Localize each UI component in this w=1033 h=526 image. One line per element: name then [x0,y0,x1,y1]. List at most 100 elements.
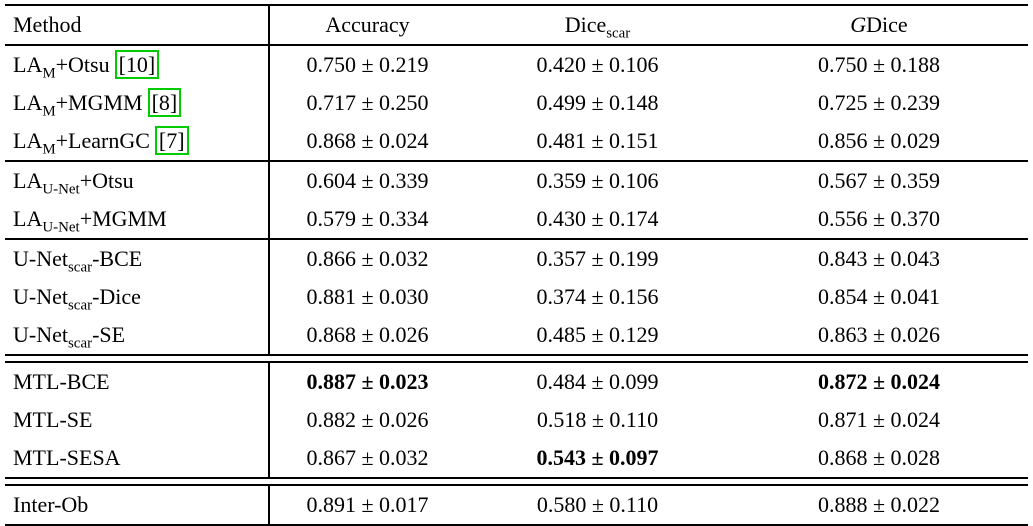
col-header: Accuracy [269,5,465,46]
text-segment: Inter-Ob [13,492,89,517]
value-cell: 0.881 ± 0.030 [306,284,429,309]
value-cell: 0.882 ± 0.026 [306,407,429,432]
table-row: LAM+Otsu [10] 0.750 ± 0.219 0.420 ± 0.106 0.… [5,45,1028,84]
subscript-text: M [42,141,56,158]
value-cell: 0.863 ± 0.026 [817,322,941,347]
subscript-text: scar [606,25,631,42]
method-cell: U-Netscar-SE [5,316,270,355]
value-cell: 0.725 ± 0.239 [817,90,941,115]
subscript-text: U-Net [42,219,80,236]
value-cell: 0.887 ± 0.023 [306,369,429,394]
text-segment: +LearnGC [55,128,150,153]
text-segment: MTL-SESA [13,445,121,470]
value-cell: 0.891 ± 0.017 [306,492,429,517]
method-cell: MTL-BCE [5,362,270,401]
table-row: U-Netscar-SE 0.868 ± 0.026 0.485 ± 0.129 0.… [5,316,1028,355]
double-rule [5,354,1028,363]
method-cell: LAM+MGMM [8] [5,84,270,122]
text-segment: -SE [92,322,126,347]
value-cell: 0.604 ± 0.339 [269,160,465,200]
text-segment: +MGMM [79,206,167,231]
text-segment: U-Net [13,284,68,309]
text-segment: LA [13,52,43,77]
text-segment: -BCE [92,246,143,271]
method-cell: U-Netscar-BCE [5,238,270,278]
subscript-text: scar [67,259,93,276]
citation-link[interactable]: [8] [147,88,182,117]
value-cell: 0.717 ± 0.250 [306,90,429,115]
subscript-text: M [42,65,56,82]
subscript-text: scar [67,297,93,314]
value-cell: 0.866 ± 0.032 [269,238,465,278]
table-row: LAU-Net+Otsu 0.604 ± 0.339 0.359 ± 0.106 0.… [5,160,1028,200]
value-cell: 0.580 ± 0.110 [536,492,659,517]
table-row: U-Netscar-Dice 0.881 ± 0.030 0.374 ± 0.156… [5,278,1028,316]
method-cell: U-Netscar-Dice [5,278,270,316]
italic-text: G [850,12,867,37]
text-segment: LA [13,206,43,231]
text-segment: +MGMM [55,90,143,115]
double-rule-gap [5,477,1028,486]
double-rule [5,477,1028,486]
value-cell: 0.357 ± 0.199 [465,238,730,278]
method-cell: LAU-Net+MGMM [5,200,270,239]
table-row: U-Netscar-BCE 0.866 ± 0.032 0.357 ± 0.199 0… [5,238,1028,278]
value-cell: 0.518 ± 0.110 [536,407,659,432]
col-header-method: Method [5,5,270,46]
value-cell: 0.750 ± 0.219 [306,52,429,77]
table-row: LAM+LearnGC [7] 0.868 ± 0.024 0.481 ± 0.151… [5,122,1028,161]
table-row: MTL-SESA 0.867 ± 0.032 0.543 ± 0.097 0.868 … [5,439,1028,478]
citation-link[interactable]: [7] [154,126,189,155]
value-cell: 0.579 ± 0.334 [306,206,429,231]
value-cell: 0.868 ± 0.028 [817,445,941,470]
results-table: Method Accuracy Dicescar GDice LAM+Otsu [10]… [5,4,1028,526]
value-cell: 0.854 ± 0.041 [817,284,941,309]
subscript-text: U-Net [42,181,80,198]
double-rule-gap [5,354,1028,363]
method-cell: MTL-SE [5,401,270,439]
value-cell: 0.485 ± 0.129 [536,322,659,347]
value-cell: 0.484 ± 0.099 [536,369,659,394]
text-segment: Method [13,12,82,37]
col-header: Dicescar [465,5,730,46]
value-cell: 0.420 ± 0.106 [536,52,659,77]
value-cell: 0.556 ± 0.370 [817,206,941,231]
text-segment: Accuracy [325,12,410,37]
value-cell: 0.856 ± 0.029 [817,128,941,153]
value-cell: 0.750 ± 0.188 [817,52,941,77]
value-cell: 0.374 ± 0.156 [536,284,659,309]
value-cell: 0.867 ± 0.032 [306,445,429,470]
value-cell: 0.872 ± 0.024 [817,369,941,394]
header-row: Method Accuracy Dicescar GDice [5,5,1028,46]
method-cell: LAU-Net+Otsu [5,160,270,200]
citation-link[interactable]: [10] [114,50,160,79]
table-row: Inter-Ob 0.891 ± 0.017 0.580 ± 0.110 0.888 … [5,485,1028,525]
table-row: MTL-BCE 0.887 ± 0.023 0.484 ± 0.099 0.872 ±… [5,362,1028,401]
value-cell: 0.430 ± 0.174 [536,206,659,231]
subscript-text: scar [67,335,93,352]
value-cell: 0.868 ± 0.024 [306,128,429,153]
value-cell: 0.888 ± 0.022 [817,492,941,517]
text-segment: Dice [866,12,908,37]
col-header: GDice [730,5,1028,46]
value-cell: 0.843 ± 0.043 [730,238,1028,278]
value-cell: 0.871 ± 0.024 [817,407,941,432]
text-segment: MTL-SE [13,407,93,432]
method-cell: Inter-Ob [5,485,270,525]
text-segment: +Otsu [55,52,110,77]
value-cell: 0.359 ± 0.106 [465,160,730,200]
value-cell: 0.868 ± 0.026 [306,322,429,347]
method-cell: LAM+LearnGC [7] [5,122,270,161]
table-row: LAM+MGMM [8] 0.717 ± 0.250 0.499 ± 0.148 0.7… [5,84,1028,122]
table-row: LAU-Net+MGMM 0.579 ± 0.334 0.430 ± 0.174 0.… [5,200,1028,239]
value-cell: 0.543 ± 0.097 [536,445,659,470]
value-cell: 0.567 ± 0.359 [730,160,1028,200]
subscript-text: M [42,103,56,120]
text-segment: MTL-BCE [13,369,110,394]
text-segment: LA [13,90,43,115]
method-cell: LAM+Otsu [10] [5,45,270,84]
text-segment: LA [13,168,43,193]
text-segment: LA [13,128,43,153]
method-cell: MTL-SESA [5,439,270,478]
text-segment: -Dice [92,284,141,309]
